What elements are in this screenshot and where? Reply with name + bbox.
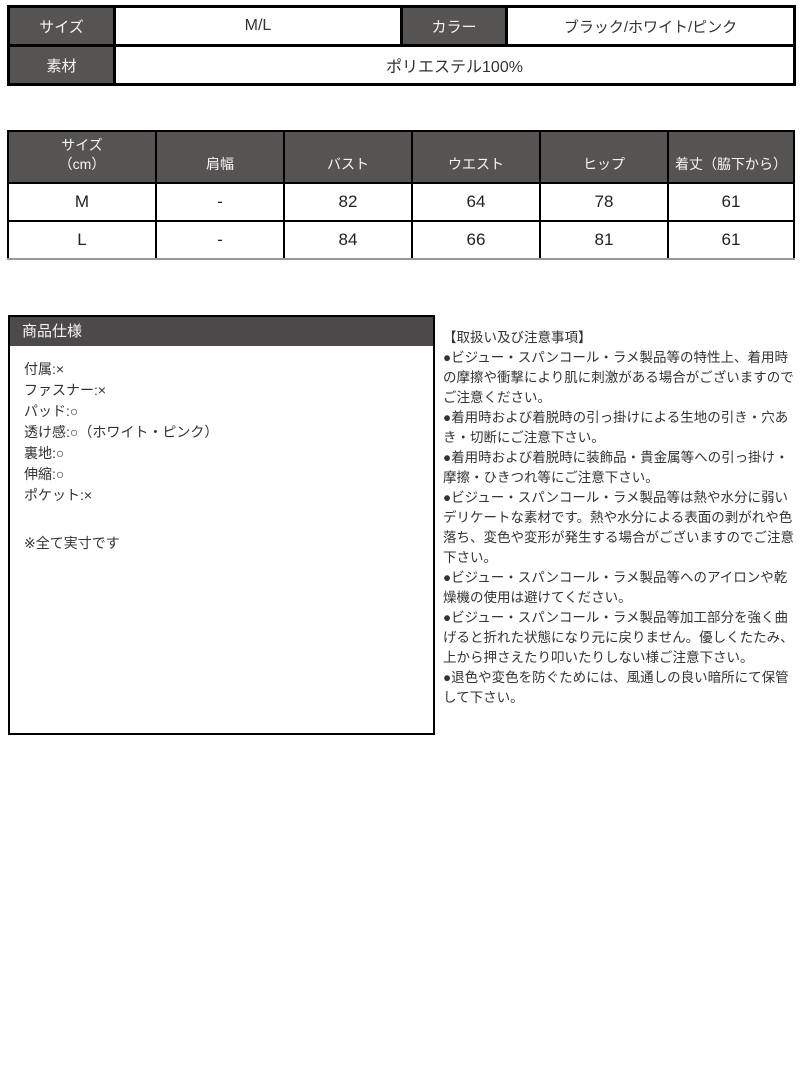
material-label-cell: 素材 — [7, 44, 116, 86]
precaution-item: ●ビジュー・スパンコール・ラメ製品等の特性上、着用時の摩擦や衝撃により肌に刺激が… — [443, 350, 794, 405]
spec-item-stretch: 伸縮:○ — [24, 466, 65, 482]
size-label-cell: サイズ — [7, 5, 116, 47]
size-color-material-table: サイズ M/L カラー ブラック/ホワイト/ピンク 素材 ポリエステル100% — [7, 5, 796, 86]
spec-item-lining: 裏地:○ — [24, 445, 65, 461]
measure-value: 61 — [667, 182, 795, 222]
precautions: 【取扱い及び注意事項】 ●ビジュー・スパンコール・ラメ製品等の特性上、着用時の摩… — [443, 328, 796, 708]
product-spec-panel: 商品仕様 付属:× ファスナー:× パッド:○ 透け感:○（ホワイト・ピンク） … — [8, 315, 435, 735]
spec-item-accessory: 付属:× — [24, 361, 65, 377]
color-label-cell: カラー — [400, 5, 508, 47]
measure-value: 78 — [539, 182, 669, 222]
spec-item-sheerness: 透け感:○（ホワイト・ピンク） — [24, 424, 219, 440]
measurements-table: サイズ （cm） 肩幅 バスト ウエスト ヒップ 着丈（脇下から） M - 82… — [7, 130, 795, 260]
material-row: 素材 ポリエステル100% — [7, 44, 796, 86]
measure-header-size-cm: サイズ （cm） — [7, 130, 157, 184]
measure-header-waist: ウエスト — [411, 130, 541, 184]
size-color-row: サイズ M/L カラー ブラック/ホワイト/ピンク — [7, 5, 796, 47]
measure-row-m: M - 82 64 78 61 — [7, 182, 795, 222]
measure-header-shoulder: 肩幅 — [155, 130, 285, 184]
measure-header-hip: ヒップ — [539, 130, 669, 184]
measure-header-bust: バスト — [283, 130, 413, 184]
precaution-item: ●退色や変色を防ぐためには、風通しの良い暗所にて保管して下さい。 — [443, 670, 789, 705]
size-value-cell: M/L — [113, 5, 403, 47]
precaution-item: ●ビジュー・スパンコール・ラメ製品等加工部分を強く曲げると折れた状態になり元に戻… — [443, 610, 794, 665]
measure-value: - — [155, 182, 285, 222]
spec-item-pocket: ポケット:× — [24, 487, 93, 503]
precautions-title: 【取扱い及び注意事項】 — [443, 330, 592, 345]
measure-value: 82 — [283, 182, 413, 222]
precaution-item: ●着用時および着脱時の引っ掛けによる生地の引き・穴あき・切断にご注意下さい。 — [443, 410, 789, 445]
material-value-cell: ポリエステル100% — [113, 44, 796, 86]
measure-row-l: L - 84 66 81 61 — [7, 220, 795, 260]
measure-value: 81 — [539, 220, 669, 260]
spec-item-fastener: ファスナー:× — [24, 382, 107, 398]
product-spec-title: 商品仕様 — [10, 317, 433, 346]
measure-value: 64 — [411, 182, 541, 222]
measure-value: - — [155, 220, 285, 260]
measure-value: 61 — [667, 220, 795, 260]
measure-value: 84 — [283, 220, 413, 260]
measure-value: 66 — [411, 220, 541, 260]
product-spec-list: 付属:× ファスナー:× パッド:○ 透け感:○（ホワイト・ピンク） 裏地:○ … — [10, 346, 433, 567]
precaution-item: ●着用時および着脱時に装飾品・貴金属等への引っ掛け・摩擦・ひきつれ等にご注意下さ… — [443, 450, 789, 485]
color-value-cell: ブラック/ホワイト/ピンク — [505, 5, 796, 47]
spec-actual-size-note: ※全て実寸です — [24, 535, 120, 551]
spec-item-pad: パッド:○ — [24, 403, 79, 419]
measure-size-name: L — [7, 220, 157, 260]
measure-header-length: 着丈（脇下から） — [667, 130, 795, 184]
measurements-header-row: サイズ （cm） 肩幅 バスト ウエスト ヒップ 着丈（脇下から） — [7, 130, 795, 184]
precaution-item: ●ビジュー・スパンコール・ラメ製品等は熱や水分に弱いデリケートな素材です。熱や水… — [443, 490, 794, 565]
precaution-item: ●ビジュー・スパンコール・ラメ製品等へのアイロンや乾燥機の使用は避けてください。 — [443, 570, 788, 605]
measure-size-name: M — [7, 182, 157, 222]
